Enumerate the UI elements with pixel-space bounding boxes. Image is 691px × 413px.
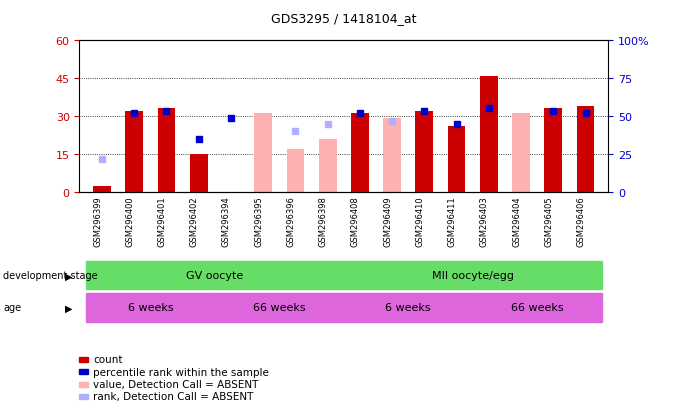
Text: GSM296394: GSM296394 xyxy=(222,195,231,246)
Bar xyxy=(93,187,111,192)
Text: 66 weeks: 66 weeks xyxy=(511,303,563,313)
Text: development stage: development stage xyxy=(3,271,98,281)
Bar xyxy=(215,293,344,323)
Text: age: age xyxy=(3,303,21,313)
Text: GSM296396: GSM296396 xyxy=(287,195,296,246)
Bar xyxy=(86,293,215,323)
Bar xyxy=(93,187,111,192)
Bar xyxy=(190,154,207,192)
Text: GSM296403: GSM296403 xyxy=(480,195,489,246)
Text: GSM296399: GSM296399 xyxy=(93,195,102,246)
Bar xyxy=(86,262,344,290)
Text: GSM296406: GSM296406 xyxy=(576,195,585,246)
Text: ▶: ▶ xyxy=(66,303,73,313)
Text: 6 weeks: 6 weeks xyxy=(386,303,431,313)
Text: rank, Detection Call = ABSENT: rank, Detection Call = ABSENT xyxy=(93,392,254,401)
Text: GSM296408: GSM296408 xyxy=(351,195,360,246)
Text: 6 weeks: 6 weeks xyxy=(128,303,173,313)
Bar xyxy=(158,109,176,192)
Bar xyxy=(344,262,602,290)
Bar xyxy=(254,114,272,192)
Bar xyxy=(384,119,401,192)
Text: GSM296400: GSM296400 xyxy=(125,195,134,246)
Text: GSM296405: GSM296405 xyxy=(545,195,553,246)
Text: value, Detection Call = ABSENT: value, Detection Call = ABSENT xyxy=(93,379,258,389)
Bar xyxy=(448,127,466,192)
Text: GSM296404: GSM296404 xyxy=(512,195,521,246)
Text: GSM296410: GSM296410 xyxy=(415,195,424,246)
Bar xyxy=(287,150,304,192)
Bar xyxy=(577,107,594,192)
Text: GSM296398: GSM296398 xyxy=(319,195,328,246)
Text: GV oocyte: GV oocyte xyxy=(186,271,243,281)
Bar xyxy=(473,293,602,323)
Text: percentile rank within the sample: percentile rank within the sample xyxy=(93,367,269,377)
Text: GSM296401: GSM296401 xyxy=(158,195,167,246)
Bar xyxy=(319,139,337,192)
Bar xyxy=(512,114,530,192)
Text: GDS3295 / 1418104_at: GDS3295 / 1418104_at xyxy=(271,12,417,25)
Text: GSM296402: GSM296402 xyxy=(190,195,199,246)
Bar xyxy=(344,293,473,323)
Bar xyxy=(480,76,498,192)
Bar xyxy=(415,112,433,192)
Text: GSM296409: GSM296409 xyxy=(383,195,392,246)
Text: count: count xyxy=(93,354,123,364)
Text: 66 weeks: 66 weeks xyxy=(253,303,305,313)
Bar xyxy=(545,109,562,192)
Text: MII oocyte/egg: MII oocyte/egg xyxy=(432,271,513,281)
Text: ▶: ▶ xyxy=(66,271,73,281)
Text: GSM296395: GSM296395 xyxy=(254,195,263,246)
Text: GSM296411: GSM296411 xyxy=(448,195,457,246)
Bar xyxy=(125,112,143,192)
Bar xyxy=(351,114,369,192)
